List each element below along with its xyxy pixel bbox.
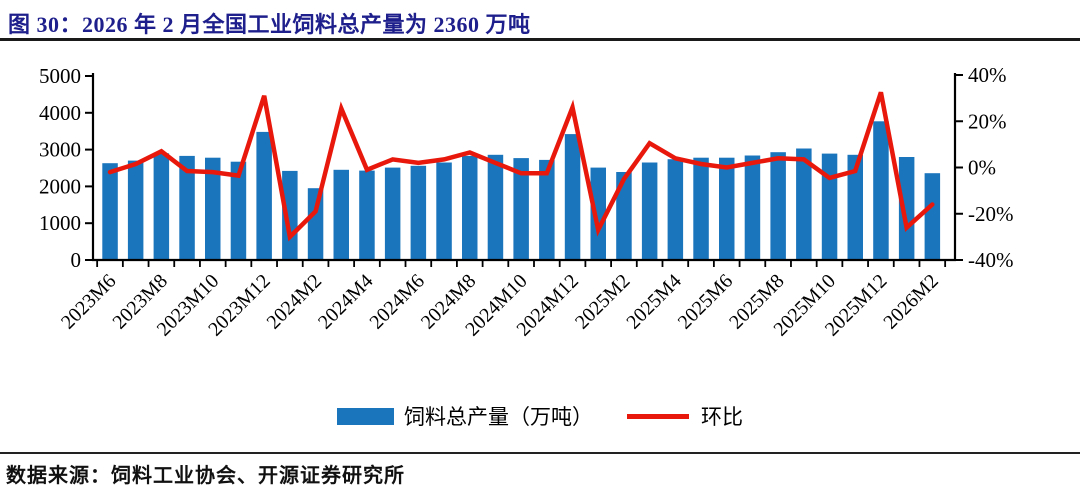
right-axis-tick-label: -40% [968,248,1014,272]
bar [590,167,606,260]
legend-bar-label: 饲料总产量（万吨） [404,405,593,429]
left-axis-tick-label: 3000 [39,138,81,162]
left-axis-tick-label: 2000 [39,174,81,198]
mom-line [107,91,935,242]
right-axis-tick-label: 20% [968,109,1007,133]
x-axis-label: 2025M6 [674,270,737,333]
bar [821,153,838,260]
bar [153,153,170,260]
bar [205,157,221,260]
bars-series [102,121,941,260]
bar [744,155,761,260]
bar [179,155,195,260]
bar [641,162,658,260]
x-axis-labels: 2023M62023M82023M102023M122024M22024M420… [57,270,943,341]
x-axis-label: 2025M4 [622,270,685,333]
bar [719,157,735,260]
bar [102,163,118,260]
figure-title: 图 30：2026 年 2 月全国工业饲料总产量为 2360 万吨 [8,12,531,37]
bar [873,121,889,260]
bar [564,134,581,260]
bar [282,170,298,260]
right-axis-tick-label: 40% [968,63,1007,87]
left-axis-tick-label: 1000 [39,211,81,235]
bar [513,158,529,260]
chart-legend: 饲料总产量（万吨） 环比 [0,401,1080,431]
title-divider [0,38,1080,41]
x-axis-label: 2025M2 [571,270,634,333]
bar [256,131,272,260]
x-axis-label: 2024M6 [365,270,428,333]
bar [359,170,375,260]
x-axis-label: 2024M2 [263,270,326,333]
x-axis-label: 2024M4 [314,270,377,333]
bar [487,154,504,260]
bar [410,165,427,260]
source-divider [0,452,1080,454]
bar [847,154,863,260]
bar [616,172,632,260]
bar [539,159,555,260]
x-axis-label: 2026M2 [879,270,942,333]
left-axis-tick-label: 5000 [39,64,81,88]
bar [462,155,478,260]
bar [898,157,915,260]
bar [796,148,812,260]
legend-line-swatch [627,413,689,419]
bar [436,162,452,260]
bar [230,161,247,260]
bar [384,167,401,260]
bar [924,173,941,260]
bar [667,159,684,260]
bar [127,160,144,260]
right-axis-tick-label: -20% [968,202,1014,226]
left-axis-tick-label: 4000 [39,101,81,125]
x-axis-ticks [96,260,947,267]
x-axis-label: 2023M6 [57,270,120,333]
left-axis-tick-label: 0 [71,248,82,272]
bar [693,157,709,260]
data-source: 数据来源：饲料工业协会、开源证券研究所 [6,465,405,487]
legend-line-label: 环比 [701,405,743,429]
right-axis-tick-label: 0% [968,156,996,180]
bar [307,188,324,260]
legend-bar-swatch [337,407,394,425]
bar [770,152,786,260]
right-axis: 40% 20% 0% -20% -40% [955,63,1014,272]
left-axis: 0 1000 2000 3000 4000 5000 [39,64,93,272]
bar [333,169,349,260]
